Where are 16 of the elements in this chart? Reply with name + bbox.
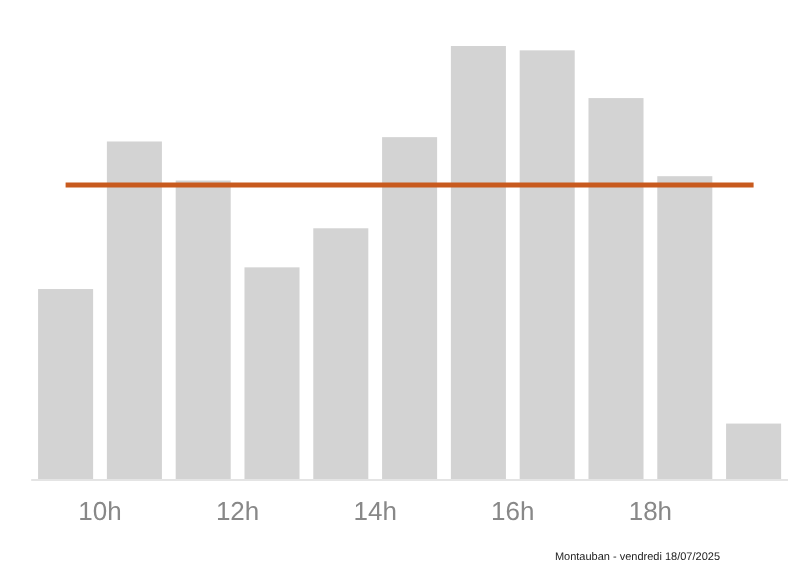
bar <box>244 267 300 480</box>
bar <box>313 228 369 480</box>
x-tick-label: 16h <box>491 496 535 526</box>
x-tick-label: 14h <box>353 496 397 526</box>
bar <box>382 137 438 480</box>
bar <box>657 176 713 480</box>
bar <box>519 50 575 480</box>
x-tick-label: 10h <box>78 496 122 526</box>
x-tick-label: 18h <box>628 496 673 526</box>
bar <box>106 141 162 480</box>
x-tick-label: 12h <box>215 496 260 526</box>
bar <box>38 289 94 480</box>
bar <box>450 46 506 480</box>
bar <box>175 180 231 480</box>
bar <box>726 423 782 480</box>
bar <box>588 98 644 480</box>
